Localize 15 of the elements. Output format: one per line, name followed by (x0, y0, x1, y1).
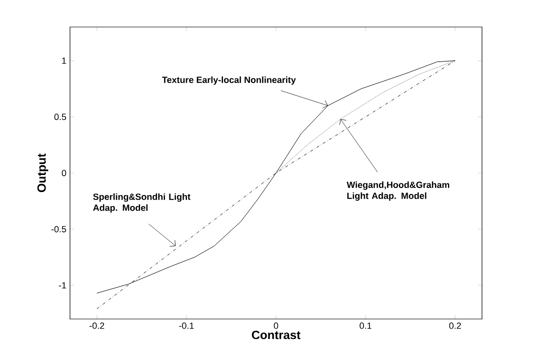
y-tick-label: -0.5 (51, 226, 66, 232)
x-tick-label: 0.2 (449, 322, 461, 329)
annotation: Sperling&Sondhi Light Adap. Model (93, 193, 190, 213)
x-tick-label: 0 (274, 322, 278, 329)
annotation: Texture Early-local Nonlinearity (162, 76, 296, 85)
y-tick-label: 0 (62, 170, 66, 176)
x-tick-label: 0.1 (360, 322, 372, 329)
x-tick-label: -0.1 (179, 322, 194, 329)
x-tick-label: -0.2 (90, 322, 104, 329)
x-axis-title: Contrast (252, 330, 300, 340)
y-tick-label: 1 (62, 58, 66, 64)
y-axis-title: Output (37, 154, 48, 192)
annotation: Wiegand,Hood&Graham Light Adap. Model (346, 181, 450, 201)
y-tick-label: 0.5 (54, 114, 66, 120)
y-tick-label: -1 (58, 282, 66, 288)
